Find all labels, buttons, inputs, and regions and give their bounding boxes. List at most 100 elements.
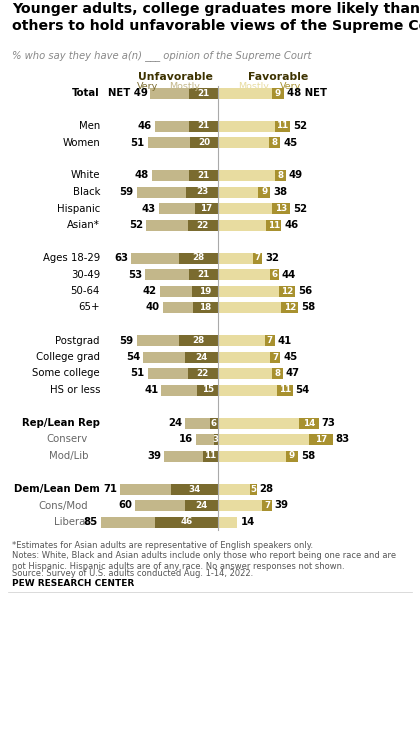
Text: 42: 42 xyxy=(143,286,157,296)
Text: 7: 7 xyxy=(254,253,260,263)
Bar xyxy=(218,450,286,461)
Bar xyxy=(185,418,210,429)
Bar xyxy=(145,269,189,280)
Text: 9: 9 xyxy=(289,452,295,461)
Bar xyxy=(136,335,179,346)
Bar xyxy=(131,252,179,263)
Text: 11: 11 xyxy=(268,221,280,230)
Text: 48: 48 xyxy=(134,170,149,181)
Text: 49: 49 xyxy=(289,170,303,181)
Text: 9: 9 xyxy=(275,89,281,97)
Text: 24: 24 xyxy=(195,501,207,510)
Bar xyxy=(218,351,270,362)
Bar xyxy=(270,351,280,362)
Bar xyxy=(179,252,218,263)
Text: 58: 58 xyxy=(301,303,315,312)
Text: NET 49: NET 49 xyxy=(108,88,147,98)
Text: 45: 45 xyxy=(283,137,297,148)
Text: 30-49: 30-49 xyxy=(71,269,100,280)
Text: Some college: Some college xyxy=(32,368,100,379)
Text: Black: Black xyxy=(73,187,100,197)
Bar xyxy=(286,450,298,461)
Text: 6: 6 xyxy=(271,270,278,279)
Text: 46: 46 xyxy=(284,220,299,230)
Bar xyxy=(272,368,283,379)
Bar xyxy=(179,335,218,346)
Bar xyxy=(218,203,272,214)
Text: 13: 13 xyxy=(275,204,287,213)
Bar xyxy=(218,120,275,131)
Text: Cons/Mod: Cons/Mod xyxy=(38,500,88,511)
Bar xyxy=(152,170,189,181)
Text: Mod/Lib: Mod/Lib xyxy=(48,451,88,461)
Bar xyxy=(163,302,193,313)
Text: Postgrad: Postgrad xyxy=(55,336,100,345)
Text: 65+: 65+ xyxy=(79,303,100,312)
Bar xyxy=(185,500,218,511)
Bar xyxy=(218,434,309,445)
Text: 7: 7 xyxy=(272,353,278,362)
Bar xyxy=(258,187,270,198)
Bar xyxy=(309,434,333,445)
Bar xyxy=(188,219,218,230)
Bar xyxy=(188,368,218,379)
Bar xyxy=(194,203,218,214)
Text: PEW RESEARCH CENTER: PEW RESEARCH CENTER xyxy=(12,579,134,588)
Bar xyxy=(155,517,218,528)
Text: 39: 39 xyxy=(275,500,289,511)
Bar xyxy=(275,120,290,131)
Text: 5: 5 xyxy=(250,485,256,494)
Text: 54: 54 xyxy=(126,352,140,362)
Bar xyxy=(159,203,194,214)
Bar xyxy=(147,368,188,379)
Bar xyxy=(218,483,250,494)
Bar xyxy=(161,384,197,396)
Text: Women: Women xyxy=(62,137,100,148)
Text: 63: 63 xyxy=(114,253,128,263)
Text: Dem/Lean Dem: Dem/Lean Dem xyxy=(14,484,100,494)
Bar xyxy=(218,418,299,429)
Bar xyxy=(250,483,257,494)
Bar xyxy=(171,483,218,494)
Bar xyxy=(218,286,279,297)
Text: 14: 14 xyxy=(240,517,255,527)
Text: *Estimates for Asian adults are representative of English speakers only.: *Estimates for Asian adults are represen… xyxy=(12,542,313,551)
Bar xyxy=(252,252,262,263)
Bar xyxy=(146,219,188,230)
Bar xyxy=(189,88,218,98)
Text: 47: 47 xyxy=(286,368,300,379)
Text: 11: 11 xyxy=(204,452,217,461)
Bar xyxy=(218,137,269,148)
Bar xyxy=(272,203,290,214)
Text: 58: 58 xyxy=(301,451,315,461)
Text: Mostly: Mostly xyxy=(239,82,270,91)
Text: 14: 14 xyxy=(303,418,315,427)
Text: 51: 51 xyxy=(130,368,144,379)
Text: 7: 7 xyxy=(264,501,270,510)
Bar xyxy=(299,418,319,429)
Text: 83: 83 xyxy=(336,435,350,444)
Text: 8: 8 xyxy=(272,138,278,147)
Bar xyxy=(218,88,272,98)
Bar xyxy=(218,187,258,198)
Bar xyxy=(269,137,280,148)
Text: 43: 43 xyxy=(142,204,156,213)
Text: % who say they have a(n) ___ opinion of the Supreme Court: % who say they have a(n) ___ opinion of … xyxy=(12,50,311,61)
Bar xyxy=(218,219,266,230)
Text: 21: 21 xyxy=(197,171,210,180)
Text: 71: 71 xyxy=(103,484,117,494)
Text: 24: 24 xyxy=(168,418,182,428)
Text: 51: 51 xyxy=(130,137,144,148)
Bar xyxy=(262,500,272,511)
Text: 7: 7 xyxy=(267,336,273,345)
Text: 16: 16 xyxy=(179,435,193,444)
Text: Younger adults, college graduates more likely than
others to hold unfavorable vi: Younger adults, college graduates more l… xyxy=(12,2,420,32)
Text: 41: 41 xyxy=(278,336,292,345)
Text: 52: 52 xyxy=(293,204,307,213)
Bar xyxy=(144,351,185,362)
Bar xyxy=(281,302,298,313)
Bar xyxy=(135,500,185,511)
Text: 52: 52 xyxy=(293,121,307,131)
Bar xyxy=(218,335,265,346)
Text: 11: 11 xyxy=(279,385,291,395)
